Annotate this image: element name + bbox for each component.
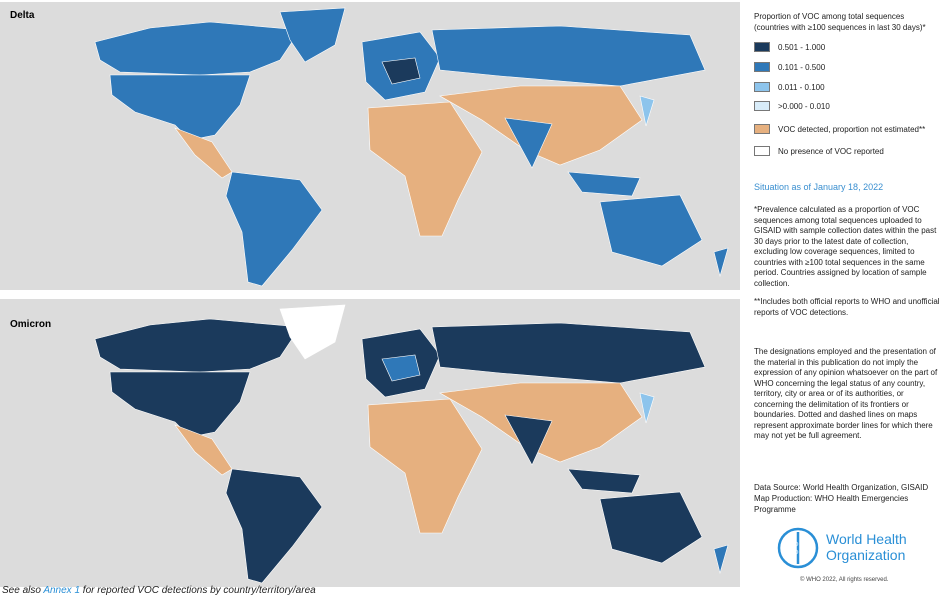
swatch — [754, 146, 770, 156]
emblem-ring — [777, 527, 819, 569]
legend-item: VOC detected, proportion not estimated** — [754, 124, 925, 134]
legend-label: No presence of VOC reported — [778, 146, 884, 156]
legend-item: 0.011 - 0.100 — [754, 82, 825, 92]
panel-label: Delta — [10, 10, 35, 21]
omicron-map: Omicron — [0, 299, 740, 587]
footnote: **Includes both official reports to WHO … — [754, 297, 940, 317]
disclaimer: The designations employed and the presen… — [754, 347, 938, 440]
caption: See also Annex 1 for reported VOC detect… — [2, 585, 316, 596]
copyright: © WHO 2022, All rights reserved. — [800, 577, 889, 583]
legend-label: 0.011 - 0.100 — [778, 82, 825, 92]
legend-label: 0.501 - 1.000 — [778, 42, 826, 52]
annex-link[interactable]: Annex 1 — [43, 585, 81, 596]
who-emblem — [777, 527, 819, 569]
logo-line: World Health — [826, 531, 907, 547]
situation-date: Situation as of January 18, 2022 — [754, 182, 884, 192]
legend-label: >0.000 - 0.010 — [778, 101, 830, 111]
swatch — [754, 42, 770, 52]
legend-title: Proportion of VOC among total sequences … — [754, 12, 926, 32]
source: Data Source: World Health Organization, … — [754, 483, 929, 492]
emblem-snake — [791, 539, 799, 557]
delta-map: Delta — [0, 2, 740, 290]
panel-label: Omicron — [10, 319, 51, 330]
legend-item: 0.501 - 1.000 — [754, 42, 825, 52]
swatch — [754, 62, 770, 72]
swatch — [754, 82, 770, 92]
legend-item: No presence of VOC reported — [754, 146, 884, 156]
swatch — [754, 101, 770, 111]
source: Map Production: WHO Health Emergencies P… — [754, 494, 909, 514]
caption-text: See also — [2, 585, 44, 596]
logo-line: Organization — [826, 547, 906, 563]
legend-item: 0.101 - 0.500 — [754, 62, 825, 72]
caption-text: for reported VOC detections by country/t… — [80, 585, 316, 596]
footnote: *Prevalence calculated as a proportion o… — [754, 205, 937, 288]
legend-label: 0.101 - 0.500 — [778, 62, 826, 72]
swatch — [754, 124, 770, 134]
legend-item: >0.000 - 0.010 — [754, 101, 830, 111]
logo-text: World Health Organization — [826, 531, 907, 563]
maps: Delta Omicron — [0, 2, 740, 587]
legend-label: VOC detected, proportion not estimated** — [778, 124, 926, 134]
